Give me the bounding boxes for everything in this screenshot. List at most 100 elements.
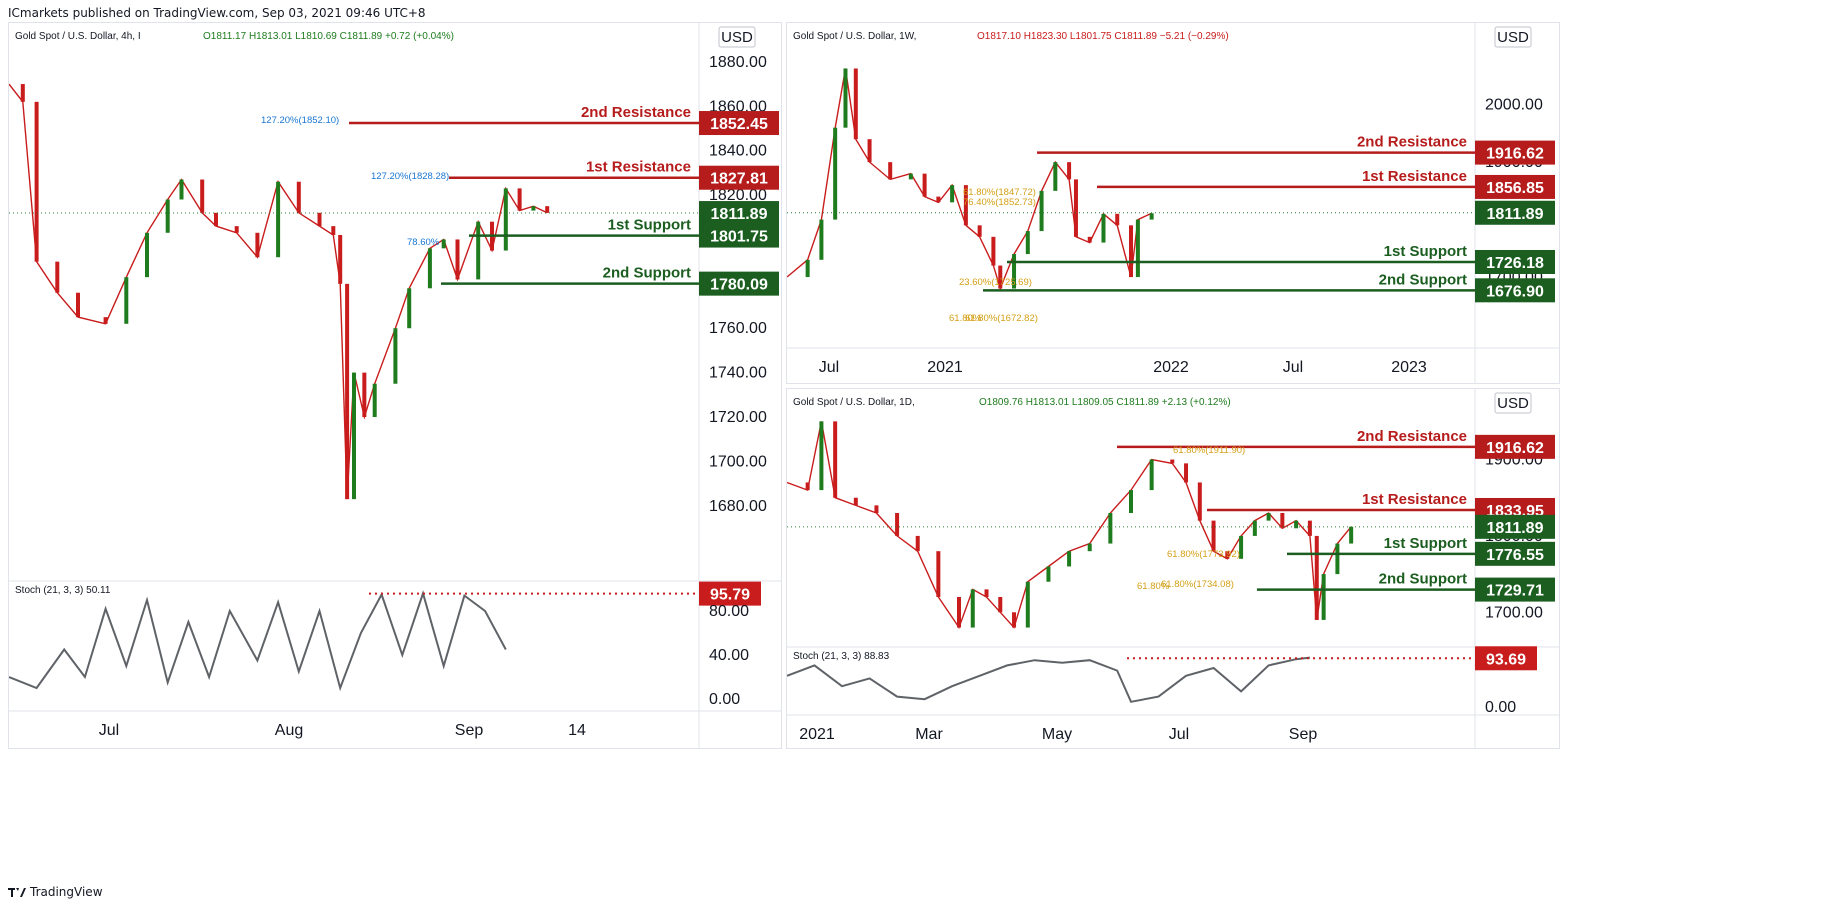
candle xyxy=(1335,543,1340,575)
chart-legend-ohlc: O1817.10 H1823.30 L1801.75 C1811.89 −5.2… xyxy=(977,31,1229,42)
candle xyxy=(427,248,432,289)
candle xyxy=(1087,236,1092,243)
fib-label: 61.80%(1672.82) xyxy=(965,313,1038,324)
y-tick-label: 1700.00 xyxy=(709,453,767,470)
candle xyxy=(915,535,920,552)
candle xyxy=(1025,581,1030,628)
y-tick-label: 1860.00 xyxy=(709,98,767,115)
candle xyxy=(805,482,810,491)
x-tick-label: 2022 xyxy=(1153,359,1189,376)
level-price-value: 1676.90 xyxy=(1486,283,1544,300)
y-tick-label: 2000.00 xyxy=(1485,97,1543,114)
fib-label: 61.80%(1911.90) xyxy=(1173,445,1245,456)
level-price-value: 1852.45 xyxy=(710,116,768,133)
candle xyxy=(372,383,377,418)
stoch-line xyxy=(9,590,507,692)
x-tick-label: Jul xyxy=(819,359,839,376)
y-tick-label: 1720.00 xyxy=(709,409,767,426)
level-price-tag xyxy=(1475,250,1555,275)
fib-label: 61.80% xyxy=(949,313,982,324)
fib-label: 61.80%(1847.72) xyxy=(963,187,1036,198)
candle xyxy=(1184,463,1189,483)
level-label-resistance: 2nd Resistance xyxy=(1357,428,1467,445)
candle xyxy=(1115,213,1120,226)
stoch-line xyxy=(787,656,1311,703)
level-price-value: 1776.55 xyxy=(1486,547,1544,564)
stoch-level-value: 95.79 xyxy=(710,587,750,604)
candle xyxy=(922,173,927,197)
chart-panel-daily[interactable]: Gold Spot / U.S. Dollar, 1D, O1809.76 H18… xyxy=(786,388,1560,749)
candle xyxy=(179,179,184,200)
candle xyxy=(234,226,239,233)
candle xyxy=(1239,535,1244,559)
chart-panel-4h[interactable]: Gold Spot / U.S. Dollar, 4h, I O1811.17 H… xyxy=(8,22,782,749)
x-tick-label: Jul xyxy=(99,722,119,739)
footer-brand: TradingView xyxy=(30,885,103,899)
candle xyxy=(1046,566,1051,582)
candle xyxy=(531,206,536,211)
level-price-tag xyxy=(1475,434,1555,459)
candle xyxy=(833,421,838,498)
fib-label: 61.80%(1734.08) xyxy=(1161,579,1234,590)
candle xyxy=(1129,490,1133,513)
candle xyxy=(1294,520,1299,529)
y-tick-label: 1700.00 xyxy=(1485,604,1543,621)
stoch-level-value: 93.69 xyxy=(1486,651,1526,668)
candle xyxy=(1012,612,1017,628)
y-tick-label: 1680.00 xyxy=(709,498,767,515)
x-tick-label: 2021 xyxy=(927,359,963,376)
currency-box xyxy=(718,26,756,48)
level-price-value: 1726.18 xyxy=(1486,255,1544,272)
candle xyxy=(853,68,858,140)
level-label-resistance: 1st Resistance xyxy=(1362,491,1467,508)
level-price-tag xyxy=(1475,541,1555,566)
candle xyxy=(998,597,1003,613)
candle xyxy=(1067,162,1072,180)
stoch-level-tag xyxy=(1475,646,1537,671)
candle xyxy=(1101,213,1106,243)
candle xyxy=(476,221,481,280)
stoch-level-tag xyxy=(699,581,761,606)
chart-panel-weekly[interactable]: Gold Spot / U.S. Dollar, 1W, O1817.10 H18… xyxy=(786,22,1560,384)
candle xyxy=(1307,520,1312,536)
candle xyxy=(1149,213,1154,220)
candle xyxy=(393,328,398,384)
current-price-value: 1811.89 xyxy=(711,206,768,223)
level-label-support: 1st Support xyxy=(608,217,691,234)
candle xyxy=(819,421,824,491)
y-tick-label: 1820.00 xyxy=(709,187,767,204)
chart-weekly: Gold Spot / U.S. Dollar, 1W, O1817.10 H18… xyxy=(787,23,1559,383)
fib-label: 23.60%(1725.69) xyxy=(959,277,1032,288)
x-tick-label: Mar xyxy=(915,726,943,743)
level-price-tag xyxy=(699,165,779,190)
candle xyxy=(1266,513,1271,521)
candle xyxy=(145,232,149,278)
candle xyxy=(963,185,968,226)
candle xyxy=(1087,543,1092,552)
level-label-resistance: 2nd Resistance xyxy=(1357,134,1467,151)
candle xyxy=(165,199,170,233)
candle xyxy=(124,277,129,324)
y-tick-label: 1740.00 xyxy=(709,365,767,382)
candle xyxy=(1170,459,1175,464)
candle xyxy=(936,196,941,203)
candle xyxy=(843,68,848,128)
currency-label: USD xyxy=(721,29,753,46)
currency-box xyxy=(1494,26,1532,48)
level-price-tag xyxy=(1475,278,1555,303)
candle xyxy=(1135,219,1140,278)
x-tick-label: May xyxy=(1042,726,1072,743)
candle xyxy=(867,139,872,163)
candle xyxy=(214,212,218,227)
stoch-y-tick: 80.00 xyxy=(709,603,749,620)
fib-label: 76.40%(1852.73) xyxy=(963,197,1036,208)
candle xyxy=(331,226,336,236)
chart-daily: Gold Spot / U.S. Dollar, 1D, O1809.76 H18… xyxy=(787,389,1559,748)
candle xyxy=(1321,574,1326,620)
candle xyxy=(853,497,858,506)
level-price-value: 1856.85 xyxy=(1486,180,1544,197)
currency-label: USD xyxy=(1497,29,1529,46)
stoch-y-tick: 0.00 xyxy=(1485,699,1516,716)
stoch-y-tick: 0.00 xyxy=(709,691,740,708)
candle xyxy=(103,317,108,324)
